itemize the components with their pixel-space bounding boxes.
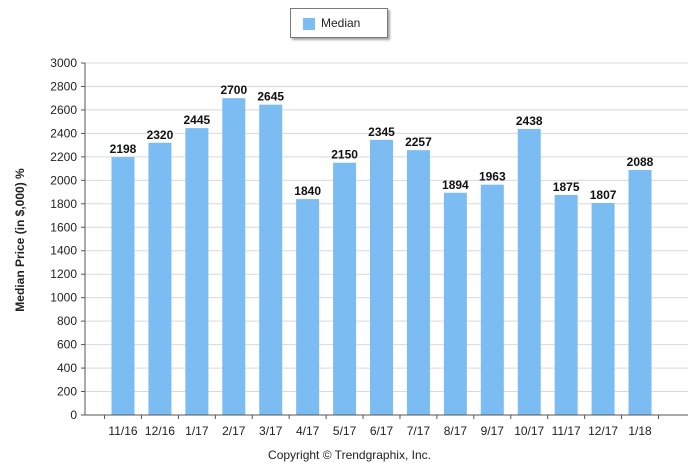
y-tick-label: 2800 bbox=[50, 79, 77, 93]
bar bbox=[185, 128, 209, 415]
y-tick-label: 2000 bbox=[50, 173, 77, 187]
copyright-text: Copyright © Trendgraphix, Inc. bbox=[268, 448, 431, 462]
x-tick-label: 12/16 bbox=[145, 424, 175, 438]
bar bbox=[480, 184, 504, 415]
legend-swatch bbox=[303, 18, 315, 30]
y-tick-label: 600 bbox=[57, 338, 77, 352]
y-axis-label: Median Price (in $,000) % bbox=[13, 168, 27, 312]
bar bbox=[370, 139, 394, 415]
x-tick-label: 5/17 bbox=[333, 424, 357, 438]
axis-layer: 0 200 400 600 800 1000 1200 1400 1600 1800 2000 220… bbox=[50, 56, 688, 438]
bar-layer bbox=[111, 98, 652, 416]
bar bbox=[517, 128, 541, 415]
bar bbox=[148, 142, 172, 415]
x-tick-label: 12/17 bbox=[588, 424, 618, 438]
x-tick-label: 10/17 bbox=[514, 424, 544, 438]
data-label: 2345 bbox=[368, 125, 395, 139]
x-tick-label: 8/17 bbox=[444, 424, 468, 438]
y-tick-label: 1000 bbox=[50, 291, 77, 305]
bar bbox=[259, 104, 283, 416]
x-tick-label: 1/17 bbox=[185, 424, 209, 438]
bar bbox=[591, 202, 615, 415]
y-tick-label: 3000 bbox=[50, 56, 77, 70]
label-layer: 2198 2320 2445 2700 2645 1840 2150 2345 2257 1894… bbox=[110, 83, 654, 202]
bar bbox=[222, 98, 246, 415]
bar bbox=[628, 170, 652, 415]
legend-label: Median bbox=[321, 16, 361, 30]
y-tick-label: 800 bbox=[57, 314, 77, 328]
data-label: 1807 bbox=[590, 188, 617, 202]
y-tick-label: 2600 bbox=[50, 103, 77, 117]
data-label: 2645 bbox=[257, 90, 284, 104]
data-label: 1894 bbox=[442, 178, 469, 192]
y-tick-label: 1600 bbox=[50, 220, 77, 234]
data-label: 1963 bbox=[479, 170, 506, 184]
data-label: 1840 bbox=[294, 184, 321, 198]
data-label: 2088 bbox=[627, 155, 654, 169]
x-tick-label: 11/16 bbox=[108, 424, 137, 438]
y-tick-label: 1400 bbox=[50, 244, 77, 258]
y-tick-label: 1800 bbox=[50, 197, 77, 211]
bar bbox=[333, 162, 357, 415]
x-tick-label: 4/17 bbox=[296, 424, 320, 438]
bar bbox=[406, 150, 430, 416]
data-label: 2257 bbox=[405, 135, 432, 149]
bar bbox=[443, 192, 467, 415]
x-tick-label: 11/17 bbox=[552, 424, 581, 438]
x-tick-label: 9/17 bbox=[481, 424, 505, 438]
x-tick-label: 3/17 bbox=[259, 424, 283, 438]
data-label: 2320 bbox=[147, 128, 174, 142]
y-tick-label: 400 bbox=[57, 361, 77, 375]
data-label: 2700 bbox=[220, 83, 247, 97]
x-tick-label: 1/18 bbox=[628, 424, 652, 438]
data-label: 2438 bbox=[516, 114, 543, 128]
y-tick-label: 2400 bbox=[50, 126, 77, 140]
y-tick-label: 1200 bbox=[50, 267, 77, 281]
bar bbox=[296, 199, 320, 415]
data-label: 1875 bbox=[553, 180, 580, 194]
data-label: 2198 bbox=[110, 142, 137, 156]
x-tick-label: 6/17 bbox=[370, 424, 394, 438]
legend: Median bbox=[290, 8, 388, 38]
bar bbox=[554, 195, 578, 415]
y-tick-label: 0 bbox=[70, 408, 77, 422]
data-label: 2150 bbox=[331, 148, 358, 162]
y-tick-label: 2200 bbox=[50, 150, 77, 164]
y-tick-label: 200 bbox=[57, 385, 77, 399]
x-tick-label: 7/17 bbox=[407, 424, 431, 438]
x-tick-label: 2/17 bbox=[222, 424, 246, 438]
data-label: 2445 bbox=[184, 113, 211, 127]
bar bbox=[111, 157, 135, 416]
